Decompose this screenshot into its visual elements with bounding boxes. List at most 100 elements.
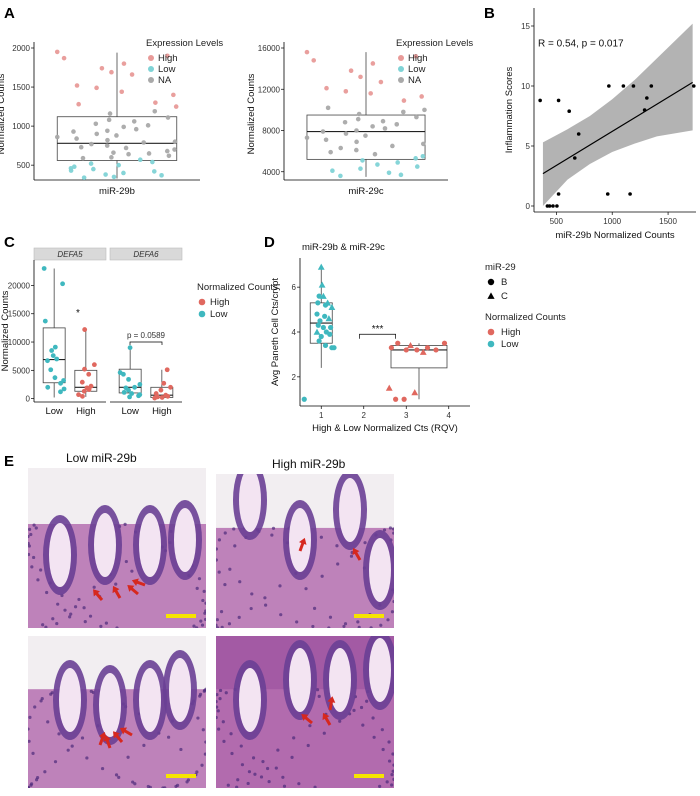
red-arrow-head xyxy=(113,731,120,739)
point-low-mir29b xyxy=(322,313,328,319)
point-low xyxy=(61,386,67,392)
point-high-mir29b xyxy=(395,340,401,346)
point-high-mir29c xyxy=(411,389,419,396)
c-xtick-label: Low xyxy=(121,406,139,417)
nucleus xyxy=(308,724,312,728)
nucleus xyxy=(311,624,315,628)
red-arrow-shaft xyxy=(354,551,362,561)
data-point xyxy=(538,98,542,103)
crypt-goblet-cells xyxy=(369,538,391,602)
point-na xyxy=(105,128,110,134)
nucleus xyxy=(216,547,219,551)
nucleus xyxy=(216,558,218,562)
nucleus xyxy=(392,763,394,767)
nucleus xyxy=(142,743,146,747)
point-high xyxy=(76,392,81,398)
point-low-mir29b xyxy=(316,293,322,299)
point-na xyxy=(420,141,426,147)
nucleus xyxy=(249,606,253,611)
b-ytick-label: 15 xyxy=(521,22,530,31)
scale-bar xyxy=(166,774,196,778)
y-axis-label: Normalized Counts xyxy=(246,73,257,154)
d-xtick-label: 3 xyxy=(404,411,409,420)
nucleus xyxy=(175,783,180,787)
point-na xyxy=(382,126,388,131)
point-na xyxy=(164,148,170,154)
nucleus xyxy=(297,782,301,786)
point-na xyxy=(380,118,386,124)
point-na xyxy=(141,140,147,145)
nucleus xyxy=(200,763,204,767)
point-na xyxy=(74,136,79,141)
point-high xyxy=(91,362,97,368)
c-ytick-label: 15000 xyxy=(8,310,31,319)
data-point xyxy=(645,96,649,100)
nucleus xyxy=(222,739,226,743)
point-na xyxy=(338,145,343,151)
point-low xyxy=(360,158,365,163)
nucleus xyxy=(250,592,254,596)
point-high-mir29b xyxy=(388,345,394,351)
panel-label-d: D xyxy=(264,234,275,251)
nucleus xyxy=(365,699,369,703)
point-na xyxy=(133,126,139,132)
c-xtick-label: High xyxy=(152,406,172,417)
significance-bracket xyxy=(359,333,396,339)
data-point xyxy=(607,84,611,88)
a-A2-ytick-label: 16000 xyxy=(258,44,281,53)
point-high xyxy=(153,100,158,105)
d-ytick-label: 4 xyxy=(292,328,297,337)
nucleus xyxy=(338,719,342,723)
nucleus xyxy=(352,708,356,712)
nucleus xyxy=(216,693,219,697)
nucleus xyxy=(380,728,384,732)
nucleus xyxy=(73,605,78,609)
legend-label-high: High xyxy=(210,297,230,308)
significance-stars: *** xyxy=(372,324,384,335)
nucleus xyxy=(390,783,394,787)
c-xtick-label: High xyxy=(76,406,96,417)
nucleus xyxy=(31,751,35,756)
point-low xyxy=(126,376,131,382)
nucleus xyxy=(77,597,81,602)
point-high xyxy=(413,53,419,59)
point-low xyxy=(50,353,56,359)
nucleus xyxy=(238,580,242,584)
nucleus xyxy=(246,781,250,786)
nucleus xyxy=(259,775,264,779)
chart-a-mir29c: 4000 8000 12000 16000 miR-29c Normalized Coun… xyxy=(246,38,473,197)
nucleus xyxy=(92,585,96,589)
red-arrow-shaft xyxy=(304,716,313,725)
nucleus xyxy=(32,555,36,560)
crypt-goblet-cells xyxy=(289,648,311,712)
point-low-mir29c xyxy=(319,292,327,299)
point-high-mir29b xyxy=(441,340,448,346)
nucleus xyxy=(32,523,36,527)
b-xtick-label: 500 xyxy=(550,217,564,226)
nucleus xyxy=(167,735,171,739)
point-low xyxy=(48,367,54,373)
confidence-band xyxy=(542,23,693,206)
nucleus xyxy=(28,785,31,788)
crypt-goblet-cells xyxy=(239,668,261,732)
nucleus xyxy=(216,626,220,628)
histology-image-1 xyxy=(28,468,206,628)
legend-label-low: Low xyxy=(210,309,228,320)
red-arrow-shaft xyxy=(328,700,334,711)
point-low-mir29b xyxy=(328,324,334,331)
point-high xyxy=(419,94,424,99)
c-defa5-low-box xyxy=(42,327,66,384)
crypt-goblet-cells xyxy=(369,638,391,702)
red-arrow-head xyxy=(352,547,360,556)
red-arrow-shaft xyxy=(105,739,112,749)
point-low xyxy=(52,375,58,381)
high-mir29b-title: High miR-29b xyxy=(272,457,346,471)
point-high xyxy=(86,387,92,392)
point-na xyxy=(123,145,129,151)
point-na xyxy=(323,137,329,143)
point-low xyxy=(132,384,138,390)
point-low xyxy=(81,175,87,180)
legend-label-high: High xyxy=(158,53,178,64)
point-na xyxy=(401,109,406,115)
point-high xyxy=(54,49,60,55)
